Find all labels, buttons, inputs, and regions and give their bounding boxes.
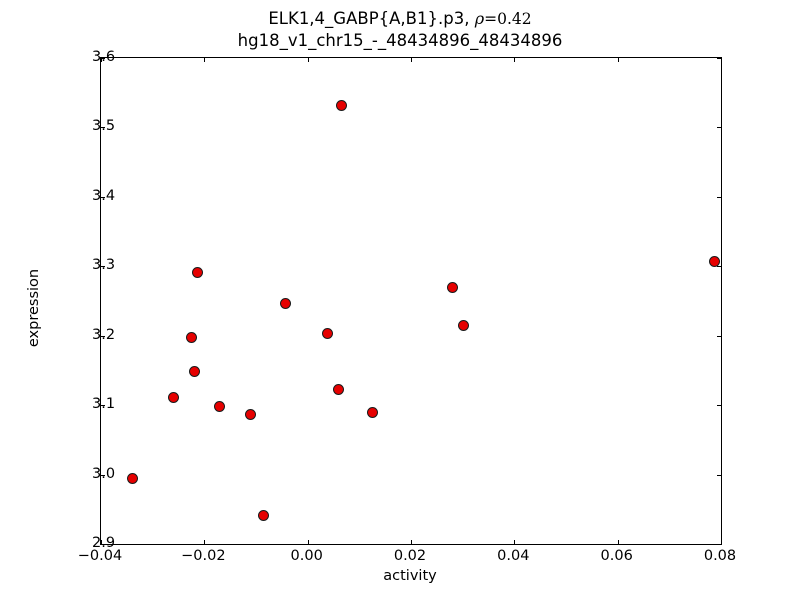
y-axis-tick-label: 3.3 <box>92 257 116 274</box>
y-axis-tick <box>100 474 105 476</box>
scatter-point <box>126 473 138 485</box>
plot-title-motif: ELK1,4_GABP{A,B1}.p3, <box>268 9 475 28</box>
scatter-point <box>185 331 197 343</box>
x-axis-tick <box>307 540 309 545</box>
y-axis-tick-label: 3.0 <box>92 465 116 482</box>
y-axis-tick <box>100 405 105 407</box>
plot-title-line1: ELK1,4_GABP{A,B1}.p3, ρ=0.42 <box>268 9 531 28</box>
y-axis-tick-right <box>717 58 722 59</box>
scatter-point <box>708 255 720 267</box>
y-axis-tick-right <box>717 335 722 337</box>
x-axis-tick-top <box>204 58 206 62</box>
x-axis-tick <box>617 540 619 545</box>
x-axis-label: activity <box>383 568 437 584</box>
y-axis-tick <box>100 127 105 129</box>
y-axis-tick-label: 3.2 <box>92 326 116 343</box>
rho-value: =0.42 <box>484 10 532 28</box>
y-axis-tick-right <box>717 474 722 476</box>
y-axis-tick-label: 3.5 <box>92 118 116 135</box>
x-axis-tick-label: 0.06 <box>600 548 633 564</box>
scatter-point <box>188 366 200 378</box>
y-axis-tick-label: 2.9 <box>92 535 116 551</box>
x-axis-tick <box>514 540 516 545</box>
scatter-point <box>321 328 333 340</box>
scatter-point <box>458 320 470 332</box>
y-axis-label: expression <box>26 268 43 348</box>
plot-axes-frame <box>100 57 722 545</box>
y-axis-tick <box>100 196 105 198</box>
y-axis-tick <box>100 58 105 59</box>
scatter-point <box>245 409 257 421</box>
x-axis-tick-label: 0.08 <box>703 548 737 564</box>
x-axis-tick-top <box>721 58 722 62</box>
x-axis-tick <box>411 540 412 545</box>
x-axis-tick-top <box>617 58 619 62</box>
y-axis-tick-right <box>717 544 722 545</box>
x-axis-tick <box>721 540 722 545</box>
y-axis-tick-right <box>717 405 722 407</box>
x-axis-tick-label: 0.02 <box>393 548 427 564</box>
x-axis-tick-top <box>514 58 516 62</box>
scatter-point <box>335 99 347 111</box>
x-axis-tick-top <box>411 58 412 62</box>
y-axis-tick <box>100 544 105 545</box>
y-axis-tick-right <box>717 266 722 268</box>
y-axis-tick-right <box>717 196 722 198</box>
plot-title: ELK1,4_GABP{A,B1}.p3, ρ=0.42 hg18_v1_chr… <box>0 8 800 51</box>
x-axis-tick-top <box>307 58 309 62</box>
scatter-point <box>279 297 291 309</box>
scatter-points-layer <box>101 58 721 544</box>
rho-symbol: ρ <box>474 9 485 28</box>
scatter-point <box>332 383 344 395</box>
scatter-point <box>367 406 379 418</box>
scatter-point <box>167 392 179 403</box>
y-axis-tick-label: 3.4 <box>92 187 116 204</box>
plot-title-line2: hg18_v1_chr15_-_48434896_48434896 <box>237 31 563 50</box>
x-axis-tick <box>204 540 206 545</box>
y-axis-tick-label: 3.6 <box>92 49 116 65</box>
scatter-point <box>191 267 203 279</box>
x-axis-tick-label: 0.00 <box>290 548 323 564</box>
x-axis-tick-label: 0.04 <box>497 548 530 564</box>
x-axis-tick <box>101 540 102 545</box>
y-axis-tick <box>100 266 105 268</box>
y-axis-tick <box>100 335 105 337</box>
y-axis-tick-label: 3.1 <box>92 396 116 413</box>
y-axis-tick-right <box>717 127 722 129</box>
scatter-point <box>258 510 270 522</box>
x-axis-tick-top <box>101 58 102 62</box>
scatter-point <box>214 401 226 413</box>
scatter-point <box>447 282 459 294</box>
x-axis-tick-label: −0.04 <box>77 548 123 564</box>
x-axis-tick-label: −0.02 <box>181 548 226 564</box>
